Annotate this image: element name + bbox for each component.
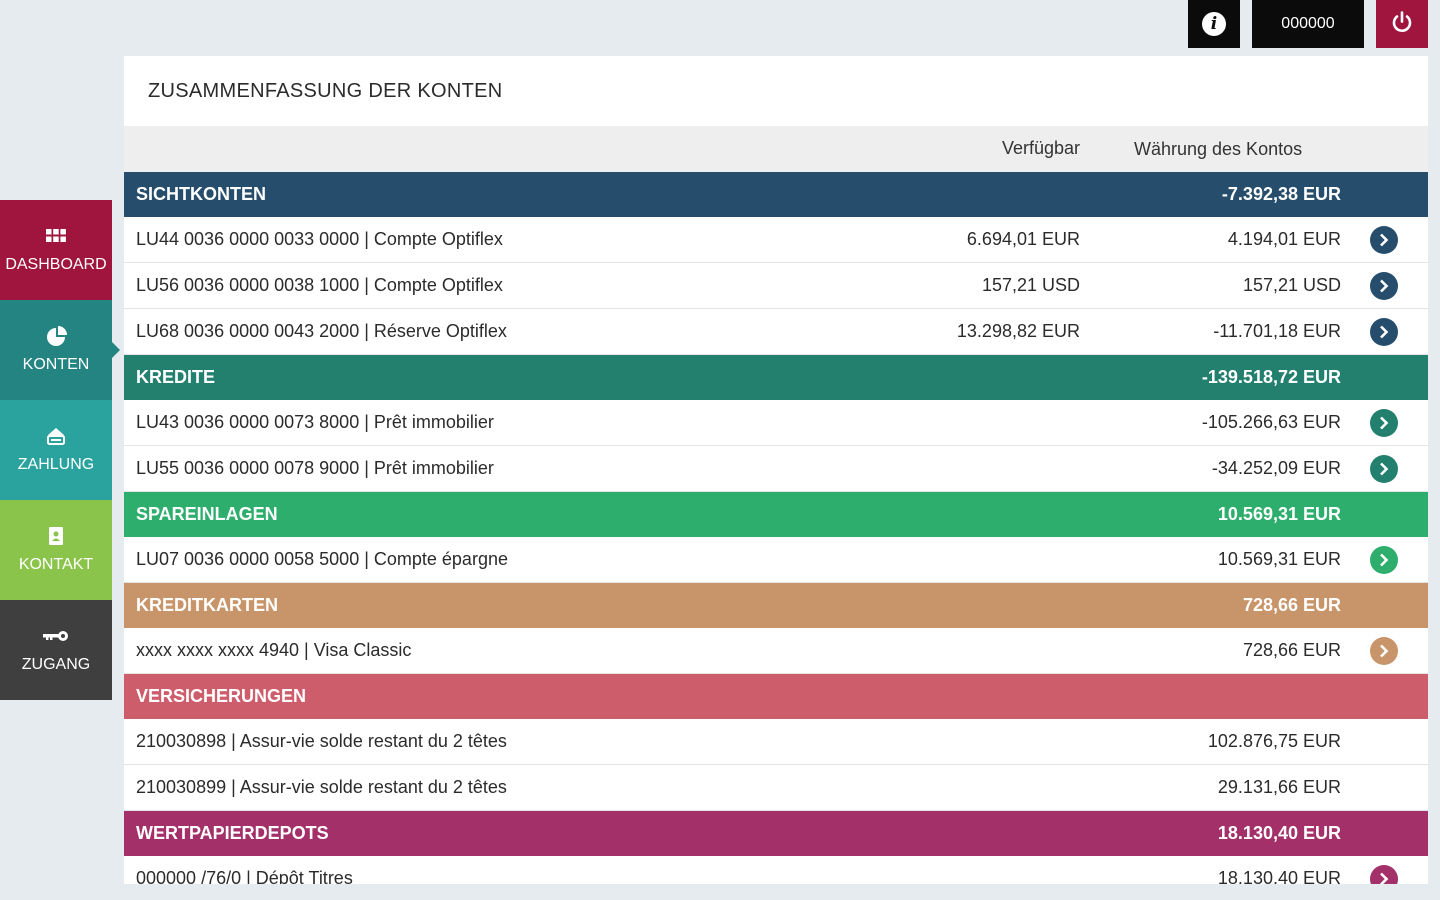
account-row: 210030898 | Assur-vie solde restant du 2… [124,719,1428,765]
group-header-kredite: KREDITE -139.518,72 EUR [124,355,1428,400]
account-label: 000000 /76/0 | Dépôt Titres [136,868,353,884]
account-row[interactable]: LU68 0036 0000 0043 2000 | Réserve Optif… [124,309,1428,355]
account-row[interactable]: xxxx xxxx xxxx 4940 | Visa Classic 728,6… [124,628,1428,674]
group-name: KREDITKARTEN [136,595,278,615]
account-balance: -11.701,18 EUR [1213,321,1341,341]
available-balance: 6.694,01 EUR [966,229,1080,249]
account-balance: 728,66 EUR [1242,640,1341,660]
sidebar-item-konten[interactable]: KONTEN [0,300,120,400]
group-name: SPAREINLAGEN [136,504,278,524]
group-header-kreditkarten: KREDITKARTEN 728,66 EUR [124,583,1428,628]
account-balance: 10.569,31 EUR [1217,549,1341,569]
group-header-versicherungen: VERSICHERUNGEN [124,674,1428,719]
account-balance: 4.194,01 EUR [1227,229,1341,249]
group-total: 728,66 EUR [1242,595,1341,615]
payment-icon [46,426,66,446]
group-name: KREDITE [136,367,216,387]
column-header: Verfügbar Währung des Kontos [124,126,1428,172]
chevron-right-icon[interactable] [1370,636,1398,665]
group-total: -7.392,38 EUR [1221,184,1341,204]
account-label: LU44 0036 0000 0033 0000 | Compte Optifl… [136,229,503,249]
page-title: ZUSAMMENFASSUNG DER KONTEN [148,79,503,102]
group-header-spareinlagen: SPAREINLAGEN 10.569,31 EUR [124,492,1428,537]
account-balance: 102.876,75 EUR [1207,731,1341,751]
account-balance: 157,21 USD [1242,275,1341,295]
power-icon [1390,10,1414,39]
column-available-label: Verfügbar [1001,138,1080,158]
top-bar: i 000000 [1188,0,1428,48]
group-total: 18.130,40 EUR [1217,823,1341,843]
sidebar-item-label: DASHBOARD [5,256,107,273]
chevron-right-icon[interactable] [1370,454,1398,483]
group-total: -139.518,72 EUR [1201,367,1341,387]
sidebar-item-label: KONTAKT [18,556,94,573]
contact-icon [48,526,64,546]
group-name: VERSICHERUNGEN [136,686,307,706]
account-row[interactable]: LU44 0036 0000 0033 0000 | Compte Optifl… [124,217,1428,263]
chevron-right-icon[interactable] [1370,271,1398,300]
sidebar-item-label: KONTEN [22,356,90,373]
logout-button[interactable] [1376,0,1428,48]
key-icon [43,626,69,646]
chevron-right-icon[interactable] [1370,317,1398,346]
info-icon: i [1202,12,1226,36]
account-row[interactable]: 000000 /76/0 | Dépôt Titres 18.130,40 EU… [124,856,1428,884]
account-balance: -105.266,63 EUR [1201,412,1341,432]
chevron-right-icon[interactable] [1370,545,1398,574]
account-label: xxxx xxxx xxxx 4940 | Visa Classic [136,640,412,660]
group-name: WERTPAPIERDEPOTS [136,823,329,843]
group-total: 10.569,31 EUR [1217,504,1341,524]
account-balance: 18.130,40 EUR [1217,868,1341,884]
grid-icon [46,226,66,246]
available-balance: 13.298,82 EUR [956,321,1080,341]
chevron-right-icon[interactable] [1370,225,1398,254]
sidebar-item-kontakt[interactable]: KONTAKT [0,500,112,600]
user-id-button[interactable]: 000000 [1252,0,1364,48]
pie-chart-icon [45,326,67,346]
account-label: LU55 0036 0000 0078 9000 | Prêt immobili… [136,458,494,478]
account-row[interactable]: LU55 0036 0000 0078 9000 | Prêt immobili… [124,446,1428,492]
sidebar-item-zugang[interactable]: ZUGANG [0,600,112,700]
account-label: LU68 0036 0000 0043 2000 | Réserve Optif… [136,321,507,341]
account-row[interactable]: LU07 0036 0000 0058 5000 | Compte épargn… [124,537,1428,583]
info-button[interactable]: i [1188,0,1240,48]
account-balance: -34.252,09 EUR [1211,458,1341,478]
account-row[interactable]: LU56 0036 0000 0038 1000 | Compte Optifl… [124,263,1428,309]
group-header-wertpapierdepots: WERTPAPIERDEPOTS 18.130,40 EUR [124,811,1428,856]
account-row[interactable]: LU43 0036 0000 0073 8000 | Prêt immobili… [124,400,1428,446]
group-header-sichtkonten: SICHTKONTEN -7.392,38 EUR [124,172,1428,217]
sidebar-item-zahlung[interactable]: ZAHLUNG [0,400,112,500]
sidebar-nav: DASHBOARD KONTEN ZAHLUNG KONTAKT ZUGANG [0,200,120,700]
account-row: 210030899 | Assur-vie solde restant du 2… [124,765,1428,811]
account-label: 210030898 | Assur-vie solde restant du 2… [136,731,507,751]
column-currency-label: Währung des Kontos [1134,139,1303,159]
sidebar-item-label: ZAHLUNG [17,456,95,473]
available-balance: 157,21 USD [981,275,1080,295]
chevron-right-icon[interactable] [1370,408,1398,437]
group-name: SICHTKONTEN [136,184,266,204]
accounts-summary-panel: ZUSAMMENFASSUNG DER KONTEN Verfügbar Wäh… [124,56,1428,884]
sidebar-item-label: ZUGANG [21,656,91,673]
account-label: LU07 0036 0000 0058 5000 | Compte épargn… [136,549,508,569]
account-balance: 29.131,66 EUR [1217,777,1341,797]
account-label: LU56 0036 0000 0038 1000 | Compte Optifl… [136,275,503,295]
account-label: LU43 0036 0000 0073 8000 | Prêt immobili… [136,412,494,432]
sidebar-item-dashboard[interactable]: DASHBOARD [0,200,112,300]
account-label: 210030899 | Assur-vie solde restant du 2… [136,777,507,797]
chevron-right-icon[interactable] [1370,864,1398,884]
